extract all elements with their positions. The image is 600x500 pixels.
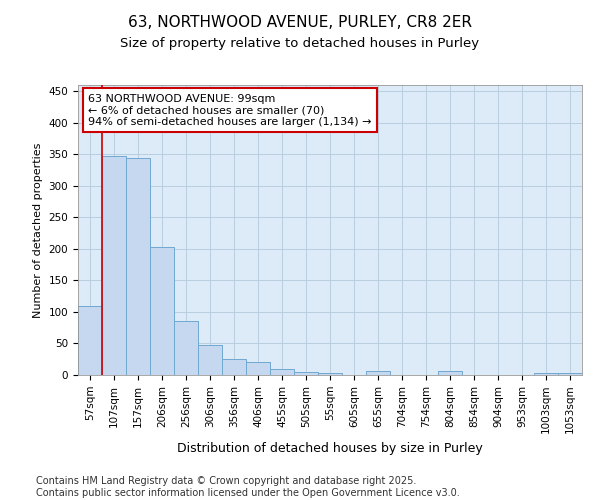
- Bar: [366, 370, 390, 375]
- Bar: [198, 346, 222, 375]
- Bar: [78, 306, 102, 375]
- Bar: [558, 373, 582, 375]
- Bar: [102, 156, 126, 375]
- Bar: [246, 362, 270, 375]
- Text: Size of property relative to detached houses in Purley: Size of property relative to detached ho…: [121, 38, 479, 51]
- Y-axis label: Number of detached properties: Number of detached properties: [33, 142, 43, 318]
- Bar: [174, 322, 198, 375]
- Bar: [222, 359, 246, 375]
- Text: Contains HM Land Registry data © Crown copyright and database right 2025.
Contai: Contains HM Land Registry data © Crown c…: [36, 476, 460, 498]
- X-axis label: Distribution of detached houses by size in Purley: Distribution of detached houses by size …: [177, 442, 483, 454]
- Bar: [438, 370, 462, 375]
- Bar: [150, 247, 174, 375]
- Bar: [534, 373, 558, 375]
- Bar: [318, 373, 342, 375]
- Bar: [270, 368, 294, 375]
- Bar: [126, 158, 150, 375]
- Bar: [294, 372, 318, 375]
- Text: 63 NORTHWOOD AVENUE: 99sqm
← 6% of detached houses are smaller (70)
94% of semi-: 63 NORTHWOOD AVENUE: 99sqm ← 6% of detac…: [88, 94, 371, 127]
- Text: 63, NORTHWOOD AVENUE, PURLEY, CR8 2ER: 63, NORTHWOOD AVENUE, PURLEY, CR8 2ER: [128, 15, 472, 30]
